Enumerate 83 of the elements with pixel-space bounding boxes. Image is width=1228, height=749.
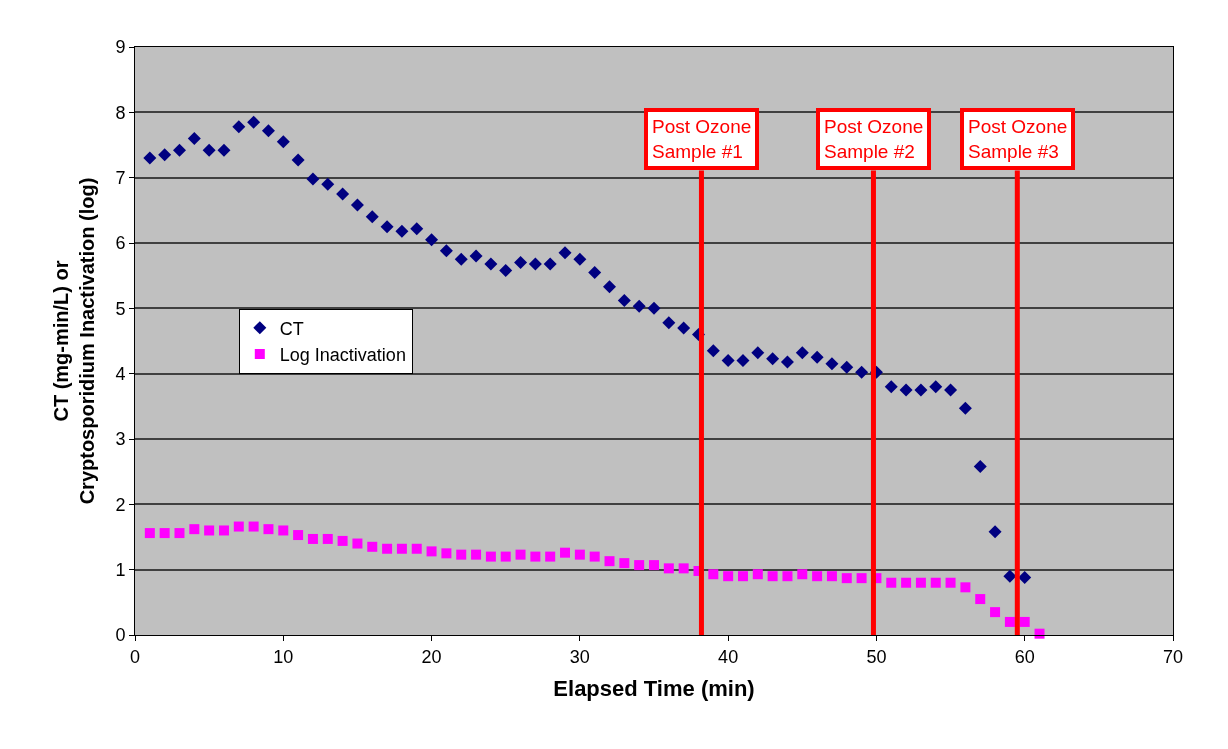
point <box>454 252 468 266</box>
y-tick-label: 6 <box>115 233 126 254</box>
point <box>647 301 661 315</box>
point <box>884 380 898 394</box>
point <box>780 355 794 369</box>
point <box>306 172 320 186</box>
x-tick-label: 70 <box>1162 646 1184 667</box>
x-tick-label: 0 <box>129 646 141 667</box>
y-tick-label: 9 <box>115 37 126 58</box>
point <box>336 187 350 201</box>
point <box>528 257 542 271</box>
y-tick-label: 0 <box>115 625 126 646</box>
point <box>143 151 157 165</box>
point <box>365 210 379 224</box>
ref-line-label: Post Ozone Sample #3 <box>968 116 1068 162</box>
point <box>232 120 246 134</box>
point <box>632 299 646 313</box>
point <box>1018 571 1032 585</box>
point <box>514 256 528 270</box>
x-tick-label: 40 <box>718 646 739 667</box>
point <box>247 115 261 129</box>
point <box>751 346 765 360</box>
point <box>291 153 305 167</box>
y-tick-label: 5 <box>115 298 126 319</box>
point <box>899 383 913 397</box>
point <box>944 383 958 397</box>
point <box>766 352 780 366</box>
point <box>261 124 275 138</box>
point <box>158 148 172 162</box>
point <box>187 131 201 145</box>
point <box>380 220 394 234</box>
point <box>795 346 809 360</box>
point <box>736 354 750 368</box>
point <box>469 249 483 263</box>
y-tick-label: 2 <box>115 494 126 515</box>
point <box>914 383 928 397</box>
point <box>573 252 587 266</box>
y-tick-label: 4 <box>115 363 126 384</box>
point <box>321 177 335 191</box>
x-tick-label: 10 <box>273 646 294 667</box>
point <box>484 257 498 271</box>
point <box>840 360 854 374</box>
point <box>706 344 720 358</box>
point <box>395 224 409 238</box>
point <box>929 380 943 394</box>
x-tick-label: 30 <box>569 646 590 667</box>
legend-label: Log Inactivation <box>279 345 406 366</box>
y-tick-label: 7 <box>115 167 126 188</box>
point <box>439 244 453 258</box>
point <box>617 293 631 307</box>
point <box>350 198 364 212</box>
point <box>217 143 231 157</box>
point <box>543 257 557 271</box>
x-tick-label: 60 <box>1014 646 1035 667</box>
point <box>588 265 602 279</box>
y-tick-label: 8 <box>115 102 126 123</box>
point <box>677 321 691 335</box>
point <box>558 246 572 260</box>
x-tick-label: 50 <box>866 646 887 667</box>
point <box>202 143 216 157</box>
point <box>410 222 424 236</box>
point <box>499 263 513 277</box>
point <box>810 350 824 364</box>
y-tick-label: 3 <box>115 429 126 450</box>
point <box>603 280 617 294</box>
x-axis-title: Elapsed Time (min) <box>553 676 755 702</box>
point <box>825 357 839 371</box>
point <box>855 365 869 379</box>
y-tick-label: 1 <box>115 559 126 580</box>
point <box>958 401 972 415</box>
y-axis-title: CT (mg-min/L) or Cryptosporidium Inactivation (log) <box>49 177 98 505</box>
point <box>172 143 186 157</box>
ref-line-label: Post Ozone Sample #2 <box>824 116 924 162</box>
point <box>662 316 676 330</box>
point <box>425 233 439 247</box>
ref-line-label: Post Ozone Sample #1 <box>652 116 752 162</box>
legend-label: CT <box>279 318 304 339</box>
point <box>721 354 735 368</box>
point <box>988 525 1002 539</box>
point <box>276 135 290 149</box>
x-tick-label: 20 <box>421 646 442 667</box>
point <box>973 459 987 473</box>
point <box>1003 569 1017 583</box>
